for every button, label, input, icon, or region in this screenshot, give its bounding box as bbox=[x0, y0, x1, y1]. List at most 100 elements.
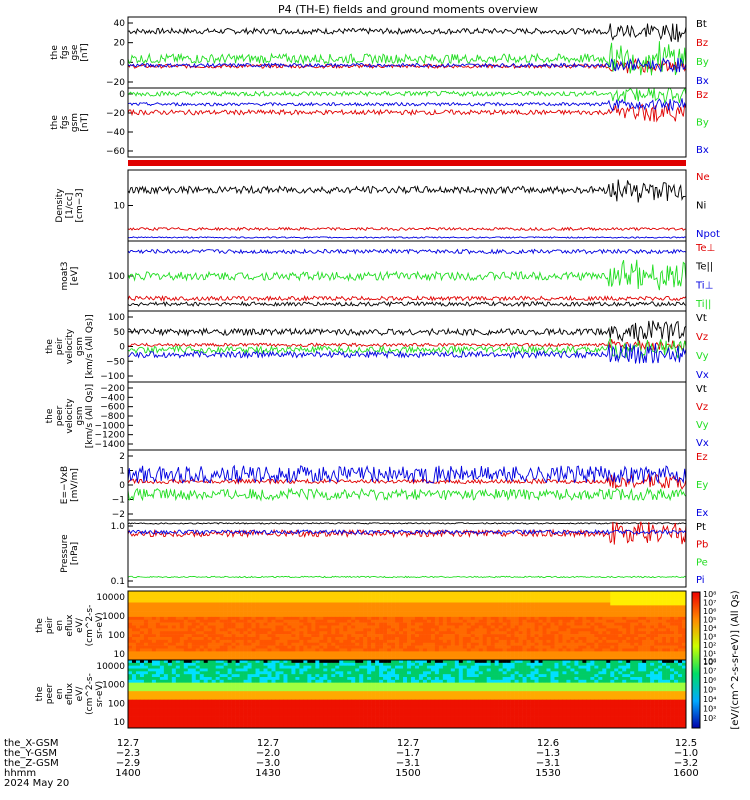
heatmap-cell bbox=[506, 657, 511, 661]
heatmap-cell bbox=[167, 657, 173, 661]
heatmap-cell bbox=[223, 642, 228, 646]
heatmap-cell bbox=[522, 614, 527, 618]
heatmap-cell bbox=[203, 660, 209, 664]
heatmap-cell bbox=[674, 602, 679, 606]
heatmap-cell bbox=[135, 611, 141, 615]
heatmap-cell bbox=[614, 642, 619, 646]
heatmap-cell bbox=[522, 631, 527, 635]
heatmap-cell bbox=[135, 645, 141, 649]
heatmap-cell bbox=[498, 679, 503, 683]
heatmap-cell bbox=[522, 616, 527, 621]
heatmap-cell bbox=[195, 628, 201, 632]
heatmap-cell bbox=[379, 679, 384, 683]
heatmap-cell bbox=[498, 593, 503, 598]
heatmap-cell bbox=[578, 616, 583, 621]
heatmap-cell bbox=[211, 599, 216, 603]
heatmap-cell bbox=[626, 619, 631, 623]
legend-By: By bbox=[696, 118, 709, 129]
heatmap-cell bbox=[526, 662, 531, 666]
panel-ylabel: the bbox=[45, 408, 55, 423]
heatmap-cell bbox=[299, 648, 304, 652]
heatmap-cell bbox=[247, 619, 252, 623]
heatmap-cell bbox=[534, 639, 539, 644]
heatmap-cell bbox=[283, 631, 288, 635]
heatmap-cell bbox=[363, 611, 368, 615]
heatmap-cell bbox=[654, 660, 659, 664]
heatmap-cell bbox=[187, 668, 193, 672]
heatmap-cell bbox=[682, 611, 687, 615]
heatmap-cell bbox=[339, 625, 344, 629]
heatmap-cell bbox=[530, 625, 535, 629]
heatmap-cell bbox=[642, 679, 647, 683]
heatmap-cell bbox=[131, 616, 137, 621]
heatmap-cell bbox=[578, 622, 583, 626]
heatmap-cell bbox=[578, 639, 583, 644]
heatmap-cell bbox=[199, 637, 205, 641]
heatmap-cell bbox=[131, 679, 137, 683]
heatmap-cell bbox=[594, 677, 599, 681]
heatmap-cell bbox=[335, 599, 340, 603]
heatmap-cell bbox=[538, 599, 543, 603]
heatmap-cell bbox=[171, 605, 177, 609]
heatmap-cell bbox=[391, 631, 396, 635]
heatmap-cell bbox=[199, 631, 205, 635]
heatmap-cell bbox=[670, 599, 675, 603]
heatmap-cell bbox=[383, 677, 388, 681]
heatmap-cell bbox=[526, 642, 531, 646]
heatmap-cell bbox=[219, 677, 224, 681]
heatmap-cell bbox=[283, 665, 288, 669]
heatmap-cell bbox=[538, 671, 543, 675]
heatmap-cell bbox=[626, 642, 631, 646]
heatmap-cell bbox=[267, 674, 272, 678]
heatmap-cell bbox=[642, 645, 647, 649]
heatmap-cell bbox=[562, 668, 567, 672]
heatmap-cell bbox=[327, 637, 332, 641]
heatmap-cell bbox=[658, 614, 663, 618]
heatmap-cell bbox=[363, 657, 368, 661]
heatmap-cell bbox=[654, 639, 659, 644]
heatmap-cell bbox=[554, 642, 559, 646]
heatmap-cell bbox=[335, 596, 340, 600]
heatmap-cell bbox=[155, 599, 161, 603]
heatmap-cell bbox=[522, 608, 527, 612]
heatmap-cell bbox=[410, 614, 416, 618]
heatmap-cell bbox=[367, 642, 372, 646]
heatmap-cell bbox=[191, 591, 197, 595]
heatmap-cell bbox=[291, 602, 296, 606]
heatmap-cell bbox=[235, 608, 240, 612]
heatmap-cell bbox=[622, 602, 627, 606]
heatmap-cell bbox=[658, 685, 663, 689]
heatmap-cell bbox=[530, 628, 535, 632]
heatmap-cell bbox=[594, 642, 599, 646]
heatmap-cell bbox=[554, 628, 559, 632]
heatmap-cell bbox=[466, 634, 472, 638]
heatmap-cell bbox=[299, 611, 304, 615]
heatmap-cell bbox=[554, 619, 559, 623]
heatmap-cell bbox=[251, 608, 256, 612]
heatmap-cell bbox=[239, 657, 244, 661]
heatmap-cell bbox=[331, 688, 336, 692]
heatmap-cell bbox=[654, 608, 659, 612]
heatmap-cell bbox=[163, 616, 169, 621]
heatmap-cell bbox=[562, 616, 567, 621]
heatmap-cell bbox=[167, 591, 173, 595]
heatmap-cell bbox=[494, 628, 499, 632]
heatmap-cell bbox=[458, 634, 464, 638]
heatmap-cell bbox=[670, 631, 675, 635]
heatmap-cell bbox=[235, 688, 240, 692]
heatmap-cell bbox=[566, 611, 571, 615]
heatmap-cell bbox=[235, 605, 240, 609]
heatmap-cell bbox=[183, 685, 189, 689]
heatmap-cell bbox=[331, 639, 336, 644]
heatmap-cell bbox=[598, 671, 603, 675]
heatmap-cell bbox=[454, 591, 460, 595]
heatmap-cell bbox=[574, 599, 579, 603]
heatmap-cell bbox=[331, 660, 336, 664]
heatmap-cell bbox=[634, 602, 639, 606]
heatmap-cell bbox=[279, 639, 284, 644]
heatmap-cell bbox=[586, 614, 591, 618]
heatmap-cell bbox=[395, 657, 400, 661]
heatmap-cell bbox=[343, 668, 348, 672]
heatmap-cell bbox=[379, 591, 384, 595]
heatmap-cell bbox=[295, 682, 300, 686]
